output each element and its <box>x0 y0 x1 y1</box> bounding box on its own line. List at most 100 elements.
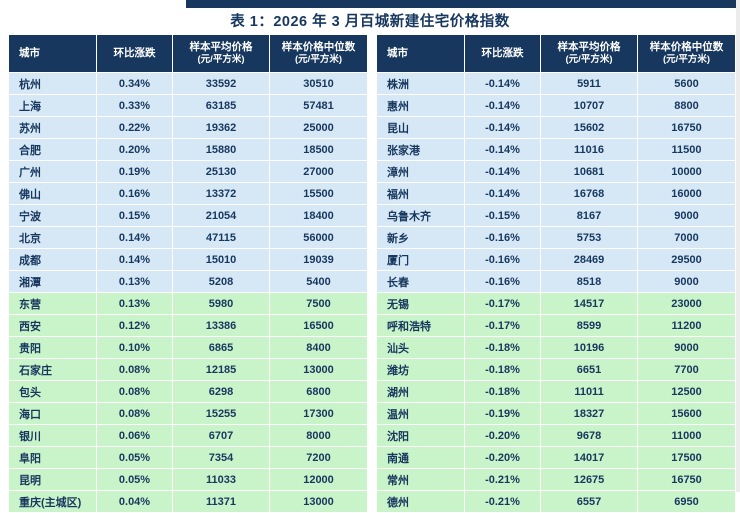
header-row: 城市 环比涨跌 样本平均价格 (元/平方米) 样本价格中位数 (元/平方米) <box>376 34 736 73</box>
city-cell: 贵阳 <box>8 336 97 359</box>
city-cell: 成都 <box>8 248 97 271</box>
median-price-cell: 30510 <box>269 72 368 95</box>
avg-price-cell: 11011 <box>540 380 638 403</box>
change-cell: -0.17% <box>464 292 541 315</box>
median-price-cell: 17300 <box>269 402 368 425</box>
avg-price-cell: 5753 <box>540 226 638 249</box>
change-cell: 0.06% <box>96 424 173 447</box>
avg-price-cell: 19362 <box>172 116 270 139</box>
change-cell: -0.20% <box>464 446 541 469</box>
city-cell: 西安 <box>8 314 97 337</box>
table-row: 重庆(主城区) 0.04% 11371 13000 <box>8 490 368 513</box>
city-cell: 无锡 <box>376 292 465 315</box>
change-cell: -0.21% <box>464 490 541 513</box>
change-cell: 0.10% <box>96 336 173 359</box>
city-cell: 潍坊 <box>376 358 465 381</box>
city-cell: 昆明 <box>8 468 97 491</box>
avg-price-cell: 16768 <box>540 182 638 205</box>
top-accent-bar <box>186 0 740 8</box>
median-price-cell: 25000 <box>269 116 368 139</box>
city-cell: 新乡 <box>376 226 465 249</box>
col-label: 城市 <box>387 46 408 59</box>
change-cell: 0.33% <box>96 94 173 117</box>
median-price-cell: 16750 <box>637 116 736 139</box>
median-price-cell: 15500 <box>269 182 368 205</box>
avg-price-cell: 18327 <box>540 402 638 425</box>
col-header-city: 城市 <box>376 34 465 73</box>
table-row: 包头 0.08% 6298 6800 <box>8 380 368 403</box>
change-cell: -0.16% <box>464 226 541 249</box>
change-cell: -0.14% <box>464 94 541 117</box>
col-header-change: 环比涨跌 <box>464 34 541 73</box>
avg-price-cell: 12185 <box>172 358 270 381</box>
change-cell: -0.15% <box>464 204 541 227</box>
avg-price-cell: 13372 <box>172 182 270 205</box>
col-unit: (元/平方米) <box>565 54 613 66</box>
city-cell: 石家庄 <box>8 358 97 381</box>
table-row: 湘潭 0.13% 5208 5400 <box>8 270 368 293</box>
price-table-right: 城市 环比涨跌 样本平均价格 (元/平方米) 样本价格中位数 (元/平方米) 株洲 -… <box>376 34 736 513</box>
city-cell: 福州 <box>376 182 465 205</box>
avg-price-cell: 10196 <box>540 336 638 359</box>
price-table-left: 城市 环比涨跌 样本平均价格 (元/平方米) 样本价格中位数 (元/平方米) 杭州 0… <box>8 34 368 513</box>
change-cell: 0.34% <box>96 72 173 95</box>
avg-price-cell: 6707 <box>172 424 270 447</box>
change-cell: 0.15% <box>96 204 173 227</box>
table-row: 昆山 -0.14% 15602 16750 <box>376 116 736 139</box>
median-price-cell: 7200 <box>269 446 368 469</box>
col-label: 样本平均价格 <box>557 41 621 53</box>
median-price-cell: 18400 <box>269 204 368 227</box>
table-row: 北京 0.14% 47115 56000 <box>8 226 368 249</box>
median-price-cell: 8800 <box>637 94 736 117</box>
avg-price-cell: 8518 <box>540 270 638 293</box>
median-price-cell: 12500 <box>637 380 736 403</box>
table-row: 漳州 -0.14% 10681 10000 <box>376 160 736 183</box>
median-price-cell: 8400 <box>269 336 368 359</box>
change-cell: 0.16% <box>96 182 173 205</box>
change-cell: 0.14% <box>96 226 173 249</box>
col-label: 样本平均价格 <box>189 41 253 53</box>
table-title: 表 1：2026 年 3 月百城新建住宅价格指数 <box>230 14 510 30</box>
table-row: 厦门 -0.16% 28469 29500 <box>376 248 736 271</box>
col-label: 样本价格中位数 <box>281 41 356 53</box>
col-label: 样本价格中位数 <box>649 41 724 53</box>
city-cell: 合肥 <box>8 138 97 161</box>
city-cell: 湖州 <box>376 380 465 403</box>
avg-price-cell: 63185 <box>172 94 270 117</box>
table-row: 合肥 0.20% 15880 18500 <box>8 138 368 161</box>
median-price-cell: 9000 <box>637 204 736 227</box>
col-unit: (元/平方米) <box>295 54 342 66</box>
city-cell: 苏州 <box>8 116 97 139</box>
city-cell: 阜阳 <box>8 446 97 469</box>
city-cell: 张家港 <box>376 138 465 161</box>
change-cell: -0.14% <box>464 160 541 183</box>
median-price-cell: 27000 <box>269 160 368 183</box>
median-price-cell: 9000 <box>637 336 736 359</box>
median-price-cell: 13000 <box>269 358 368 381</box>
table-row: 西安 0.12% 13386 16500 <box>8 314 368 337</box>
median-price-cell: 17500 <box>637 446 736 469</box>
avg-price-cell: 11371 <box>172 490 270 513</box>
change-cell: 0.22% <box>96 116 173 139</box>
table-body-left: 杭州 0.34% 33592 30510 上海 0.33% 63185 57481 苏州 0.22… <box>8 72 368 513</box>
median-price-cell: 15600 <box>637 402 736 425</box>
median-price-cell: 19039 <box>269 248 368 271</box>
avg-price-cell: 25130 <box>172 160 270 183</box>
median-price-cell: 12000 <box>269 468 368 491</box>
table-row: 东营 0.13% 5980 7500 <box>8 292 368 315</box>
table-row: 苏州 0.22% 19362 25000 <box>8 116 368 139</box>
change-cell: -0.17% <box>464 314 541 337</box>
median-price-cell: 10000 <box>637 160 736 183</box>
table-row: 银川 0.06% 6707 8000 <box>8 424 368 447</box>
city-cell: 银川 <box>8 424 97 447</box>
avg-price-cell: 9678 <box>540 424 638 447</box>
avg-price-cell: 6865 <box>172 336 270 359</box>
median-price-cell: 6950 <box>637 490 736 513</box>
col-label: 环比涨跌 <box>481 46 524 59</box>
city-cell: 湘潭 <box>8 270 97 293</box>
change-cell: 0.13% <box>96 270 173 293</box>
avg-price-cell: 28469 <box>540 248 638 271</box>
change-cell: -0.18% <box>464 358 541 381</box>
change-cell: -0.18% <box>464 380 541 403</box>
median-price-cell: 9000 <box>637 270 736 293</box>
